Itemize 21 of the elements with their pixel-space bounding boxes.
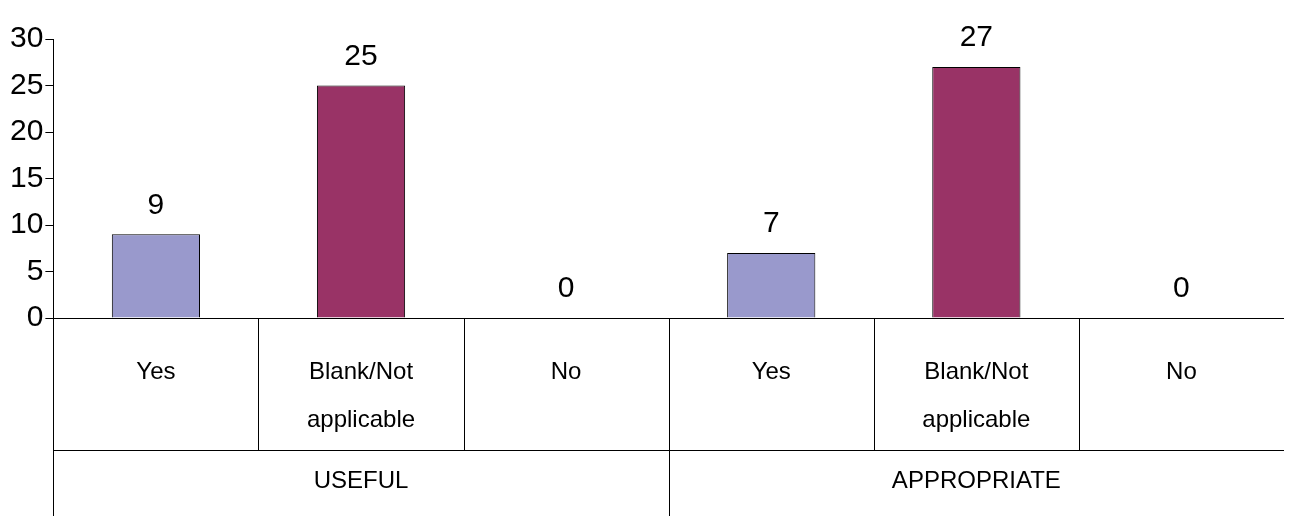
data-label: 7 [762,205,780,239]
y-tick-label: 25 [9,66,44,100]
data-label: 9 [147,186,165,220]
y-tick-label: 5 [26,252,44,286]
y-tick-label: 10 [9,206,44,240]
x-tick-label: Blank/Not applicable [922,356,1031,432]
data-label: 0 [1173,270,1190,304]
x-tick-label: Blank/Not applicable [306,356,416,432]
text: APPROPRIATE [891,465,1061,493]
y-tick-label: 0 [26,299,44,333]
data-label: 27 [959,19,994,53]
data-label: 0 [557,270,575,304]
x-tick-label: Yes [136,356,176,384]
x-tick-label: Yes [751,356,791,384]
x-tick-label: No [1166,356,1197,384]
y-tick-label: 30 [9,20,44,54]
y-tick-label: 20 [9,113,44,147]
data-label: 25 [344,37,378,71]
y-tick-label: 15 [9,159,44,193]
text: USEFUL [313,465,409,493]
x-tick-label: No [550,356,582,384]
